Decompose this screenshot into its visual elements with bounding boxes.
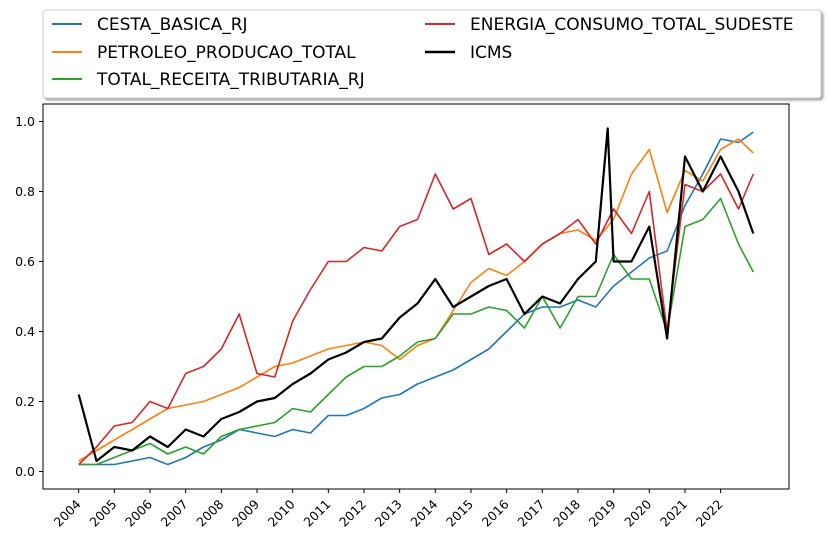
- y-tick-label: 0.6: [15, 254, 35, 269]
- x-tick-label: 2017: [514, 497, 547, 530]
- y-tick-label: 0.8: [15, 184, 35, 199]
- x-tick-label: 2012: [336, 497, 369, 530]
- y-tick-label: 0.4: [15, 324, 35, 339]
- legend-label: TOTAL_RECEITA_TRIBUTARIA_RJ: [96, 70, 365, 90]
- legend-label: ENERGIA_CONSUMO_TOTAL_SUDESTE: [470, 15, 794, 35]
- x-tick-label: 2016: [479, 496, 512, 529]
- x-tick-label: 2009: [229, 496, 262, 529]
- x-tick-label: 2005: [86, 497, 119, 530]
- legend-label: ICMS: [470, 43, 512, 63]
- x-tick-label: 2014: [407, 496, 440, 529]
- x-tick-label: 2007: [158, 497, 191, 530]
- x-tick-label: 2010: [265, 496, 298, 529]
- series-line-total-receita-tributaria-rj: [78, 197, 755, 466]
- y-tick-label: 1.0: [15, 114, 35, 129]
- x-tick-label: 2018: [550, 496, 583, 529]
- series-line-cesta-basica-rj: [78, 131, 754, 466]
- legend-label: CESTA_BASICA_RJ: [97, 15, 248, 35]
- legend-box: [42, 9, 822, 99]
- plot-frame: [42, 103, 790, 490]
- x-tick-label: 2020: [621, 496, 654, 529]
- x-tick-label: 2008: [193, 496, 226, 529]
- series-line-energia-consumo-total-sudeste: [78, 173, 755, 466]
- y-axis: 0.0 0.2 0.4 0.6 0.8 1.0: [15, 114, 43, 479]
- legend: CESTA_BASICA_RJ PETROLEO_PRODUCAO_TOTAL TO…: [42, 9, 822, 99]
- legend-label: PETROLEO_PRODUCAO_TOTAL: [97, 43, 356, 63]
- x-tick-label: 2004: [51, 496, 84, 529]
- series-layer: [77, 127, 755, 466]
- x-tick-label: 2015: [443, 497, 476, 530]
- x-tick-label: 2006: [122, 496, 155, 529]
- plot-area: 0.00.20.40.60.81.0 2004 2005 2006 2007 2008 2…: [15, 103, 790, 530]
- y-tick-label: 0.2: [15, 394, 35, 409]
- x-tick-label: 2021: [657, 497, 690, 530]
- x-tick-label: 2019: [586, 496, 619, 529]
- series-line-petroleo-producao-total: [78, 138, 754, 462]
- x-tick-label: 2013: [372, 497, 405, 530]
- x-tick-label: 2022: [693, 497, 726, 530]
- series-line-icms: [77, 127, 755, 463]
- y-tick-label: 0.0: [15, 464, 35, 479]
- x-tick-label: 2011: [300, 497, 333, 530]
- x-axis: 2004 2005 2006 2007 2008 2009 2010 2011 2012 2013…: [51, 489, 726, 530]
